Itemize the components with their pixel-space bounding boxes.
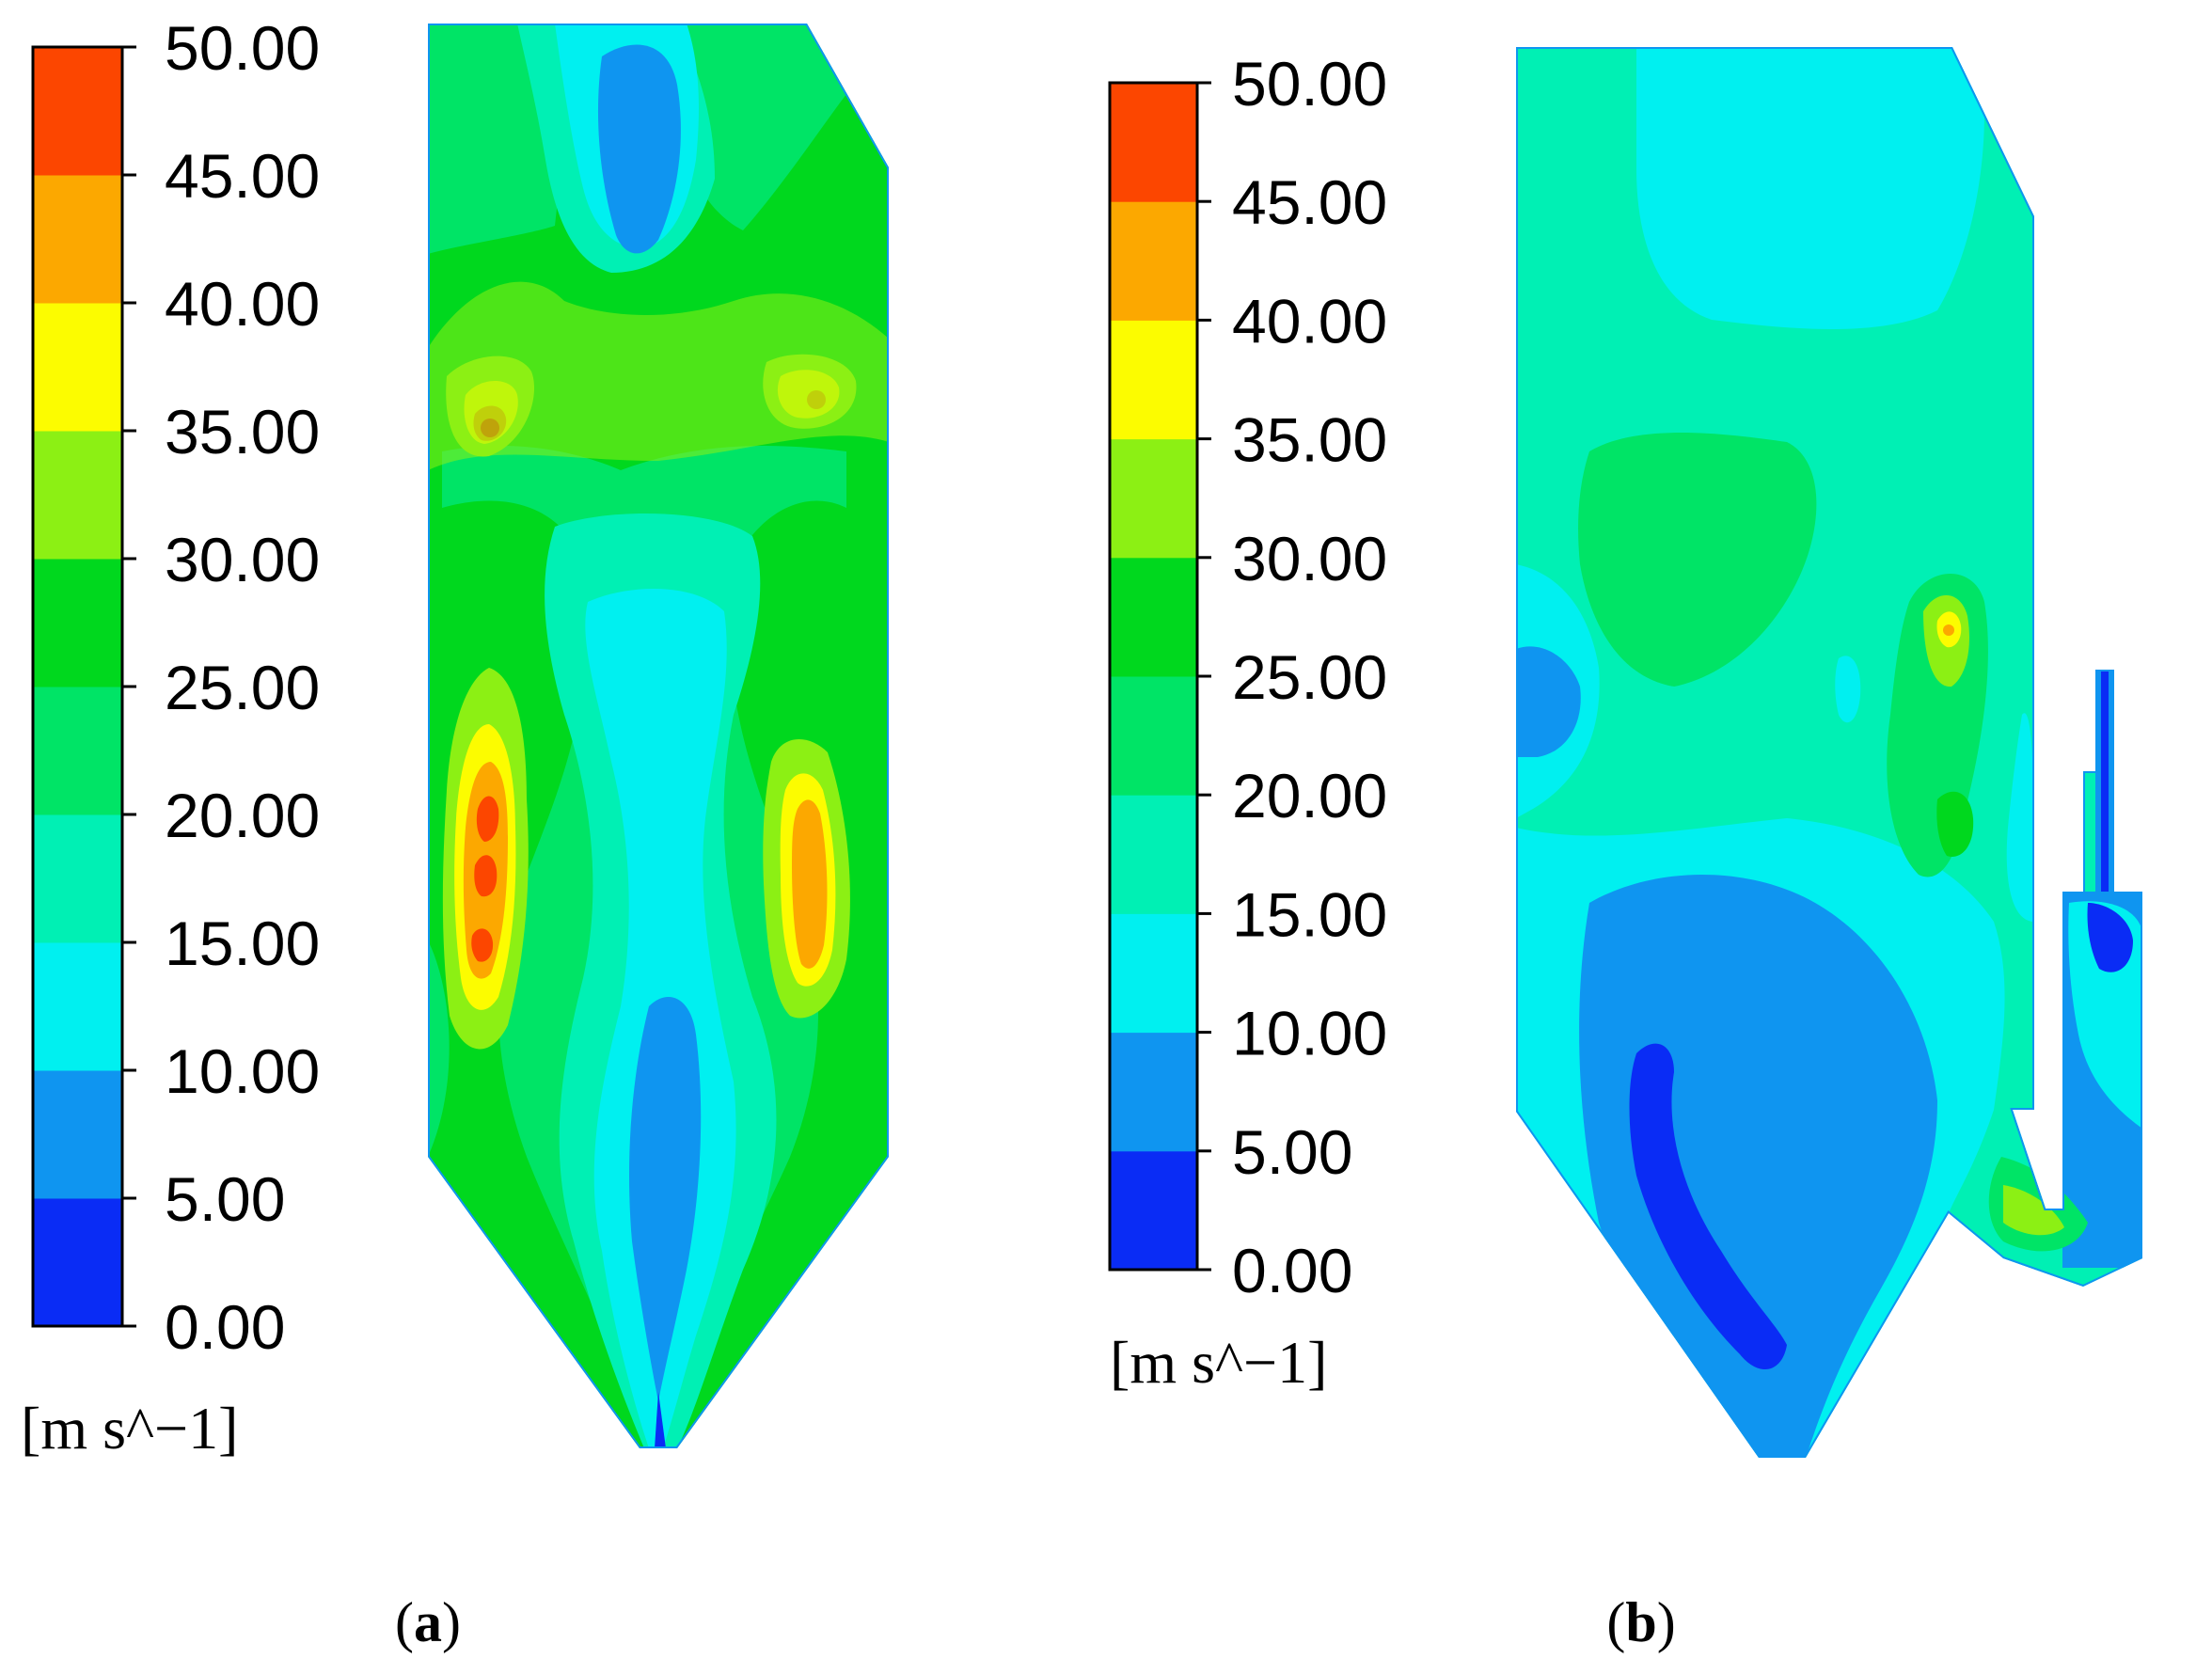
colorbar-a-tick-label: 45.00: [165, 141, 320, 211]
colorbar-a-tick-label: 50.00: [165, 13, 320, 83]
colorbar-a-band-35-40: [33, 303, 122, 432]
colorbar-b: 0.00 5.00 10.00 15.00 20.00 25.00 30.00 35.00 40…: [1108, 49, 1387, 1396]
colorbar-b-band-30-35: [1110, 438, 1197, 559]
colorbar-b-bands: [1110, 83, 1197, 1271]
colorbar-b-tick-label: 50.00: [1232, 49, 1387, 119]
colorbar-b-band-35-40: [1110, 320, 1197, 440]
colorbar-a: 0.00 5.00 10.00 15.00 20.00 25.00 30.00 35.00 40…: [21, 13, 320, 1462]
colorbar-b-tick-label: 45.00: [1232, 167, 1387, 237]
colorbar-b-tick-label: 5.00: [1232, 1117, 1352, 1187]
caption-b: (b): [1606, 1591, 1675, 1653]
colorbar-a-tick-label: 5.00: [165, 1164, 285, 1234]
colorbar-a-ticks: 0.00 5.00 10.00 15.00 20.00 25.00 30.00 35.00 40…: [122, 13, 320, 1362]
colorbar-b-band-20-25: [1110, 676, 1197, 796]
colorbar-a-tick-label: 20.00: [165, 781, 320, 850]
colorbar-a-band-0-5: [33, 1198, 122, 1327]
colorbar-b-unit: [m s^−1]: [1110, 1329, 1327, 1396]
colorbar-b-band-0-5: [1110, 1150, 1197, 1271]
colorbar-b-tick-label: 35.00: [1232, 405, 1387, 475]
colorbar-b-band-25-30: [1110, 557, 1197, 677]
contour-panel-b: [1516, 47, 2142, 1458]
colorbar-a-band-25-30: [33, 559, 122, 687]
colorbar-a-band-40-45: [33, 175, 122, 304]
colorbar-a-bands: [33, 47, 122, 1327]
colorbar-a-tick-label: 15.00: [165, 909, 320, 978]
colorbar-b-band-15-20: [1110, 795, 1197, 914]
colorbar-b-ticks: 0.00 5.00 10.00 15.00 20.00 25.00 30.00 35.00 40…: [1197, 49, 1387, 1305]
colorbar-a-tick-label: 10.00: [165, 1036, 320, 1106]
colorbar-a-tick-label: 35.00: [165, 397, 320, 466]
colorbar-b-tick-label: 10.00: [1232, 999, 1387, 1068]
colorbar-a-tick-label: 25.00: [165, 653, 320, 722]
colorbar-b-tick-label: 20.00: [1232, 761, 1387, 830]
colorbar-b-tick-label: 15.00: [1232, 879, 1387, 949]
colorbar-b-tick-label: 30.00: [1232, 524, 1387, 593]
colorbar-a-band-20-25: [33, 687, 122, 815]
colorbar-a-band-45-50: [33, 47, 122, 176]
colorbar-b-tick-label: 0.00: [1232, 1236, 1352, 1305]
contour-panel-a: [428, 24, 889, 1448]
colorbar-a-tick-label: 0.00: [165, 1292, 285, 1362]
colorbar-b-band-10-15: [1110, 913, 1197, 1034]
colorbar-b-band-5-10: [1110, 1032, 1197, 1152]
colorbar-a-band-5-10: [33, 1070, 122, 1199]
colorbar-b-band-45-50: [1110, 83, 1197, 202]
colorbar-a-band-30-35: [33, 431, 122, 560]
colorbar-a-tick-label: 30.00: [165, 525, 320, 594]
colorbar-b-band-40-45: [1110, 201, 1197, 321]
colorbar-a-unit: [m s^−1]: [21, 1395, 238, 1462]
colorbar-a-tick-label: 40.00: [165, 269, 320, 339]
colorbar-a-band-15-20: [33, 814, 122, 943]
colorbar-a-band-10-15: [33, 942, 122, 1071]
caption-a: (a): [395, 1591, 461, 1653]
colorbar-b-tick-label: 40.00: [1232, 286, 1387, 356]
colorbar-b-tick-label: 25.00: [1232, 642, 1387, 712]
